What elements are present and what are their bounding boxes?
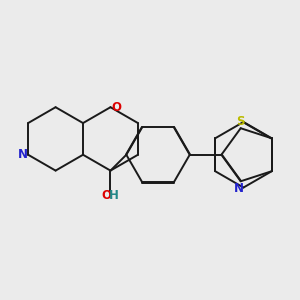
- Text: O: O: [102, 189, 112, 202]
- Text: O: O: [111, 101, 121, 114]
- Text: N: N: [17, 148, 27, 161]
- Text: H: H: [109, 189, 119, 202]
- Text: N: N: [234, 182, 244, 195]
- Text: S: S: [236, 115, 245, 128]
